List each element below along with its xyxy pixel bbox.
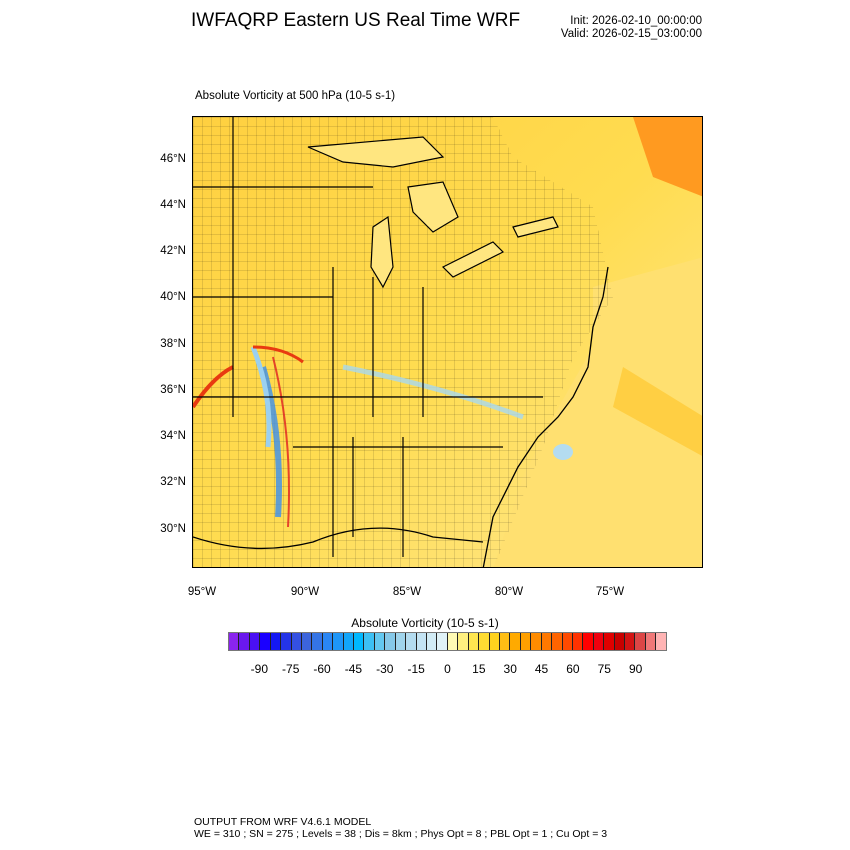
coastline bbox=[482, 266, 609, 567]
lake-superior bbox=[307, 136, 445, 168]
colorbar-swatch bbox=[229, 633, 240, 650]
lat-label: 46°N bbox=[160, 153, 186, 165]
lake-huron bbox=[407, 181, 459, 233]
colorbar-swatch bbox=[583, 633, 594, 650]
county-boundaries bbox=[193, 117, 613, 567]
plot-subtitle: Absolute Vorticity at 500 hPa (10-5 s-1) bbox=[195, 90, 396, 102]
valid-time: Valid: 2026-02-15_03:00:00 bbox=[560, 28, 702, 40]
colorbar-swatch bbox=[343, 633, 355, 650]
colorbar-swatch bbox=[499, 633, 511, 650]
lake-erie bbox=[441, 241, 505, 278]
colorbar-swatch bbox=[333, 633, 344, 650]
colorbar-swatch bbox=[625, 633, 636, 650]
colorbar-swatch bbox=[562, 633, 573, 650]
colorbar-swatch bbox=[385, 633, 396, 650]
colorbar-swatch bbox=[427, 633, 438, 650]
colorbar-swatch bbox=[395, 633, 407, 650]
colorbar-label: -90 bbox=[250, 662, 269, 676]
colorbar-swatch bbox=[479, 633, 490, 650]
lon-label: 85°W bbox=[392, 586, 422, 598]
lon-label: 90°W bbox=[290, 586, 320, 598]
colorbar-swatch bbox=[614, 633, 626, 650]
colorbar-swatch bbox=[270, 633, 282, 650]
gulf-coast bbox=[193, 527, 484, 550]
page-title: IWFAQRP Eastern US Real Time WRF bbox=[191, 10, 521, 31]
lat-label: 40°N bbox=[160, 291, 186, 303]
lake-ontario bbox=[512, 216, 559, 238]
northeast-high-vorticity bbox=[633, 117, 702, 197]
colorbar-swatch bbox=[374, 633, 386, 650]
colorbar-swatch bbox=[260, 633, 271, 650]
colorbar-swatch bbox=[458, 633, 469, 650]
colorbar-swatch bbox=[437, 633, 448, 650]
state-lines bbox=[193, 117, 543, 557]
lat-label: 30°N bbox=[160, 523, 186, 535]
footer-model: OUTPUT FROM WRF V4.6.1 MODEL bbox=[194, 816, 372, 828]
colorbar-swatch bbox=[593, 633, 605, 650]
colorbar-label: 15 bbox=[472, 662, 486, 676]
colorbar-label: 90 bbox=[628, 662, 643, 676]
colorbar-swatch bbox=[541, 633, 553, 650]
colorbar-title: Absolute Vorticity (10-5 s-1) bbox=[351, 616, 499, 630]
colorbar-swatch bbox=[552, 633, 563, 650]
colorbar-swatch bbox=[447, 633, 459, 650]
lat-label: 34°N bbox=[160, 430, 186, 442]
lat-label: 44°N bbox=[160, 199, 186, 211]
map-graphic bbox=[193, 117, 702, 567]
colorbar-label: 75 bbox=[597, 662, 611, 676]
lon-label: 95°W bbox=[187, 586, 217, 598]
colorbar-swatch bbox=[249, 633, 261, 650]
colorbar-swatch bbox=[239, 633, 250, 650]
lat-label: 36°N bbox=[160, 384, 186, 396]
lat-label: 32°N bbox=[160, 476, 186, 488]
colorbar-label: -60 bbox=[313, 662, 331, 676]
lat-label: 38°N bbox=[160, 338, 186, 350]
ocean-region bbox=[493, 257, 702, 567]
lon-label: 80°W bbox=[494, 586, 524, 598]
colorbar-swatch bbox=[406, 633, 417, 650]
lon-label: 75°W bbox=[595, 586, 625, 598]
colorbar-label: -30 bbox=[376, 662, 394, 676]
colorbar-label: -45 bbox=[344, 662, 363, 676]
colorbar-swatch bbox=[489, 633, 500, 650]
colorbar-label: -15 bbox=[407, 662, 425, 676]
colorbar bbox=[228, 632, 667, 651]
colorbar-swatch bbox=[510, 633, 521, 650]
footer-config: WE = 310 ; SN = 275 ; Levels = 38 ; Dis … bbox=[194, 828, 608, 840]
colorbar-swatch bbox=[364, 633, 375, 650]
colorbar-swatch bbox=[520, 633, 532, 650]
colorbar-swatch bbox=[645, 633, 657, 650]
colorbar-swatch bbox=[301, 633, 313, 650]
colorbar-swatch bbox=[635, 633, 646, 650]
lake-michigan bbox=[370, 215, 394, 289]
time-info: Init: 2026-02-10_00:00:00 Valid: 2026-02… bbox=[561, 15, 702, 41]
colorbar-swatch bbox=[322, 633, 334, 650]
colorbar-swatch bbox=[572, 633, 584, 650]
vorticity-map bbox=[192, 116, 703, 568]
colorbar-label: -75 bbox=[282, 662, 300, 676]
lat-label: 42°N bbox=[160, 245, 186, 257]
colorbar-swatch bbox=[354, 633, 365, 650]
colorbar-swatch bbox=[291, 633, 302, 650]
colorbar-swatch bbox=[281, 633, 292, 650]
colorbar-swatch bbox=[312, 633, 323, 650]
colorbar-label: 45 bbox=[534, 662, 549, 676]
colorbar-label: 30 bbox=[503, 662, 517, 676]
colorbar-label: 0 bbox=[444, 662, 451, 676]
colorbar-swatch bbox=[416, 633, 428, 650]
init-time: Init: 2026-02-10_00:00:00 bbox=[570, 15, 702, 27]
colorbar-label: 60 bbox=[566, 662, 580, 676]
colorbar-swatch bbox=[468, 633, 480, 650]
colorbar-swatch bbox=[656, 633, 666, 650]
colorbar-swatch bbox=[531, 633, 542, 650]
colorbar-swatch bbox=[604, 633, 615, 650]
